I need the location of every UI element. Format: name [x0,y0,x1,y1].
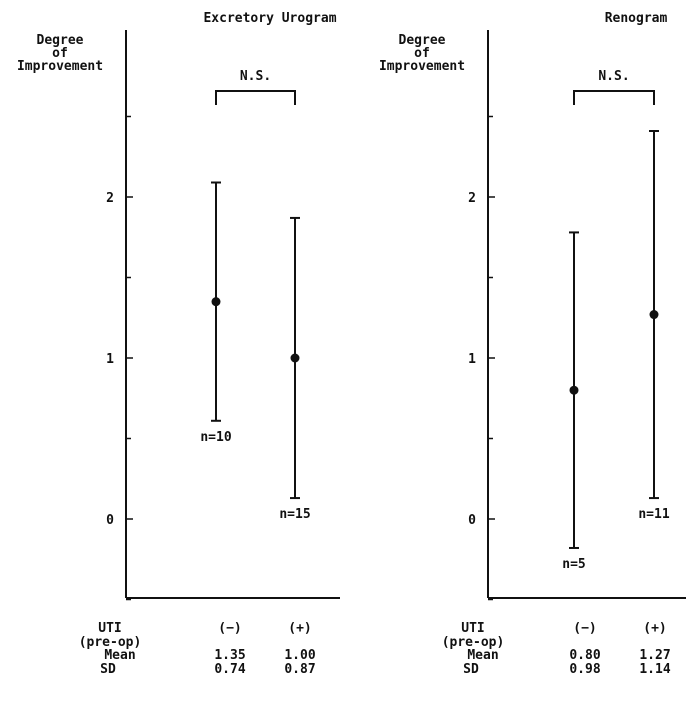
x-header-sublabel: (pre-op) [79,635,142,650]
sd-value: 0.98 [569,662,600,677]
significance-bracket [573,90,655,105]
x-category-label: (+) [643,621,666,636]
y-tick-label: 1 [468,352,476,367]
y-axis-label-line: Degree [399,33,446,48]
y-tick-label: 2 [106,191,114,206]
y-tick-label: 0 [106,513,114,528]
mean-value: 1.00 [284,648,315,663]
x-category-label: (−) [218,621,241,636]
y-axis-label-line: of [52,46,68,61]
x-category-label: (−) [573,621,596,636]
x-category-label: (+) [288,621,311,636]
y-tick-label: 0 [468,513,476,528]
sd-value: 0.87 [284,662,315,677]
chart-title: Excretory Urogram [203,11,336,26]
mean-value: 1.35 [214,648,245,663]
sd-value: 1.14 [639,662,670,677]
x-header-sublabel: (pre-op) [442,635,505,650]
y-axis-label-line: Improvement [17,59,103,74]
y-axis-label-line: Degree [37,33,84,48]
mean-value: 1.27 [639,648,670,663]
y-tick-label: 1 [106,352,114,367]
significance-label: N.S. [598,69,629,84]
significance-bracket [215,90,296,105]
x-header-label: UTI [461,621,484,636]
mean-point [211,297,221,307]
sd-row-label: SD [463,662,479,677]
y-tick-label: 2 [468,191,476,206]
sample-size-label: n=11 [638,507,669,522]
mean-row-label: Mean [104,648,135,663]
mean-point [290,353,300,363]
significance-label: N.S. [240,69,271,84]
mean-value: 0.80 [569,648,600,663]
x-header-label: UTI [98,621,121,636]
y-axis-label-line: of [414,46,430,61]
sample-size-label: n=15 [279,507,310,522]
sample-size-label: n=5 [562,557,585,572]
mean-point [649,310,659,320]
sample-size-label: n=10 [200,430,231,445]
mean-row-label: Mean [467,648,498,663]
chart-title: Renogram [605,11,668,26]
mean-point [569,385,579,395]
sd-row-label: SD [100,662,116,677]
y-axis-label-line: Improvement [379,59,465,74]
sd-value: 0.74 [214,662,245,677]
